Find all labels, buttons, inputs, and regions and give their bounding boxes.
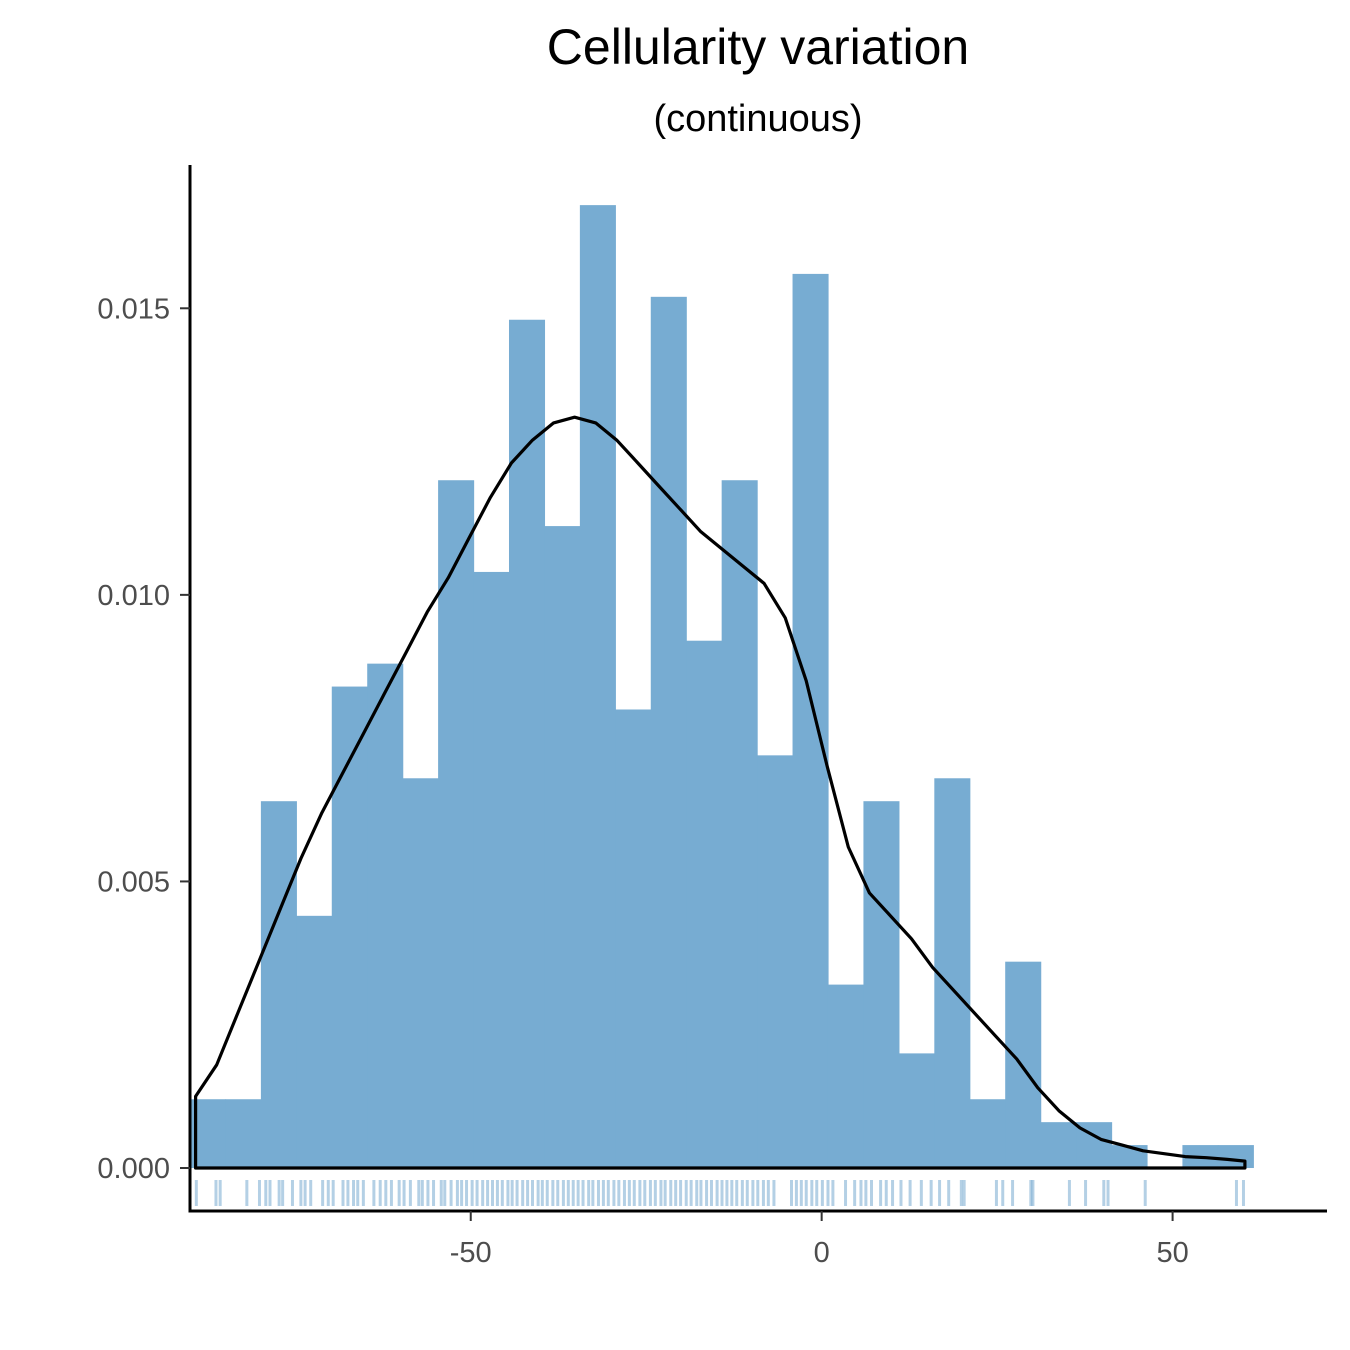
histogram-bar [438,480,475,1169]
histogram-bar [757,755,794,1169]
histogram-bar [225,1099,262,1169]
histogram-bar [579,205,616,1169]
histogram-bar [686,640,723,1169]
histogram-bar [1005,961,1042,1169]
y-tick-label: 0.000 [97,1153,170,1185]
histogram-bar [969,1099,1006,1169]
histogram-bar [296,915,333,1169]
histogram-bar [615,709,652,1169]
histogram-bar [934,778,971,1169]
histogram-bars [190,205,1254,1169]
histogram-bar [898,1053,935,1169]
density-curve-group [194,415,1247,1170]
histogram-bar [721,480,758,1169]
x-tick-label: -50 [450,1237,492,1269]
x-tick-label: 0 [814,1237,830,1269]
histogram-bar [1040,1122,1077,1169]
histogram-bar [367,663,404,1169]
histogram-bar [544,526,581,1169]
x-tick-label: 50 [1156,1237,1188,1269]
chart-subtitle: (continuous) [653,98,862,140]
histogram-bar [650,296,687,1169]
histogram-bar [792,273,829,1169]
histogram-bar [331,686,368,1169]
x-axis-ticks: -50 0 50 [450,1211,1189,1269]
y-tick-label: 0.010 [97,580,170,612]
histogram-bar [473,571,510,1169]
rug-marks [194,1180,1245,1206]
density-curve [194,415,1247,1170]
histogram-bar [863,801,900,1169]
histogram-bar [402,778,439,1169]
y-axis-ticks: 0.000 0.005 0.010 0.015 [97,293,190,1185]
histogram-bar [260,801,297,1169]
histogram-bar [1217,1145,1254,1169]
y-tick-label: 0.005 [97,866,170,898]
histogram-bar [827,984,865,1169]
chart-title: Cellularity variation [547,19,969,75]
y-tick-label: 0.015 [97,293,170,325]
